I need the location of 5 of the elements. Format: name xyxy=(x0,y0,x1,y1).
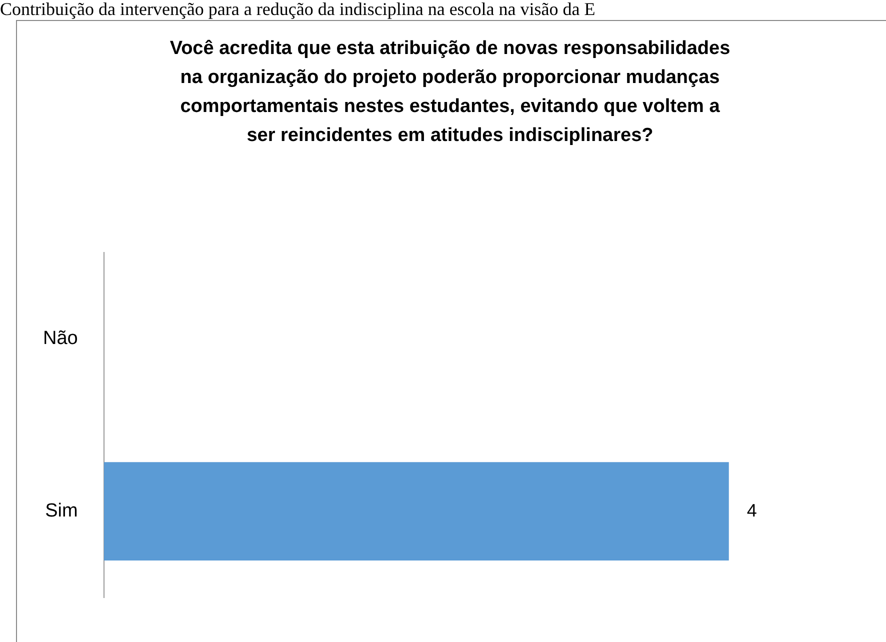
data-label: 4 xyxy=(746,500,757,520)
y-tick-label: Sim xyxy=(45,500,78,522)
chart-title: Você acredita que esta atribuição de novas responsabilidades na organização do projeto poderão proporcionar mudanças comportamentais nestes estudantes, evitando que voltem a ser reincidentes em atitudes indisciplinares? xyxy=(168,37,732,148)
y-tick-label: Não xyxy=(42,328,78,349)
text: Contribuição da intervenção para a redução da indisciplina na escola na visão da E xyxy=(0,0,596,19)
